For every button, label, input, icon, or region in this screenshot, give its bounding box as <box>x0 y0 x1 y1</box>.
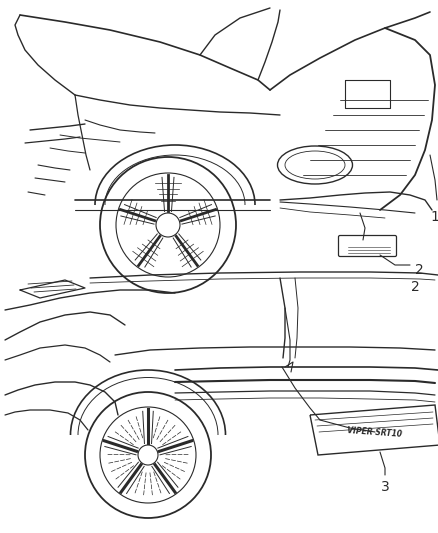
Text: 2: 2 <box>415 263 424 277</box>
Text: 1: 1 <box>431 210 438 224</box>
Text: 2: 2 <box>411 280 419 294</box>
Text: 3: 3 <box>381 480 389 494</box>
Text: VIPER SRT10: VIPER SRT10 <box>347 425 403 439</box>
